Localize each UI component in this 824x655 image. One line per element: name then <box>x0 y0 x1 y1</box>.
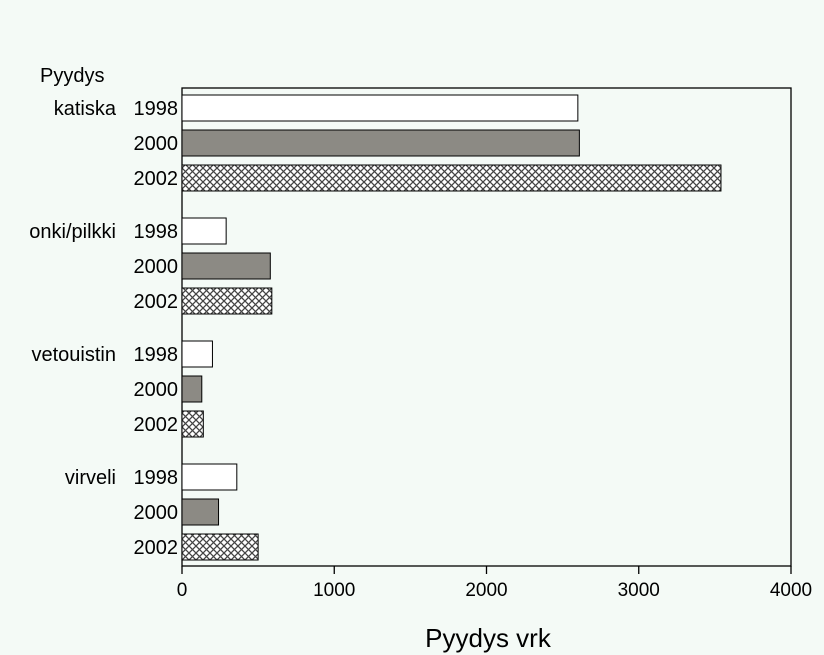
sub-category-label: 2000 <box>134 379 179 401</box>
x-axis-ticks: 0 1000 2000 3000 4000 <box>177 566 812 601</box>
x-tick-label: 0 <box>177 580 188 601</box>
sub-category-label: 1998 <box>134 344 179 366</box>
x-tick-label: 4000 <box>770 580 812 601</box>
bar <box>181 217 227 245</box>
bar <box>181 498 220 526</box>
bar <box>181 375 203 403</box>
category-labels: katiska onki/pilkki vetouistin virveli <box>29 98 117 489</box>
sub-category-label: 2002 <box>134 168 179 190</box>
x-tick-label: 3000 <box>618 580 660 601</box>
bar <box>181 463 238 491</box>
x-tick-label: 1000 <box>313 580 355 601</box>
bar <box>181 164 722 192</box>
sub-category-label: 2000 <box>134 256 179 278</box>
sub-category-label: 2002 <box>134 537 179 559</box>
sub-category-label: 2000 <box>134 133 179 155</box>
category-label: virveli <box>65 467 116 489</box>
bar-group <box>181 94 722 561</box>
bar <box>181 94 579 122</box>
x-tick-label: 2000 <box>465 580 507 601</box>
sub-category-labels: 1998 2000 2002 1998 2000 2002 1998 2000 2002 1998… <box>134 98 179 559</box>
group-heading: Pyydys <box>40 65 104 87</box>
category-label: onki/pilkki <box>29 221 116 243</box>
sub-category-label: 2000 <box>134 502 179 524</box>
sub-category-label: 1998 <box>134 98 179 120</box>
bar <box>181 129 580 157</box>
bar <box>181 287 273 315</box>
category-label: vetouistin <box>32 344 117 366</box>
category-label: katiska <box>54 98 117 120</box>
sub-category-label: 1998 <box>134 221 179 243</box>
bar <box>181 533 259 561</box>
sub-category-label: 1998 <box>134 467 179 489</box>
bar <box>181 340 213 368</box>
bar <box>181 410 204 438</box>
x-axis-title: Pyydys vrk <box>425 623 552 653</box>
sub-category-label: 2002 <box>134 291 179 313</box>
bar <box>181 252 271 280</box>
sub-category-label: 2002 <box>134 414 179 436</box>
plot-area-frame <box>181 87 792 567</box>
